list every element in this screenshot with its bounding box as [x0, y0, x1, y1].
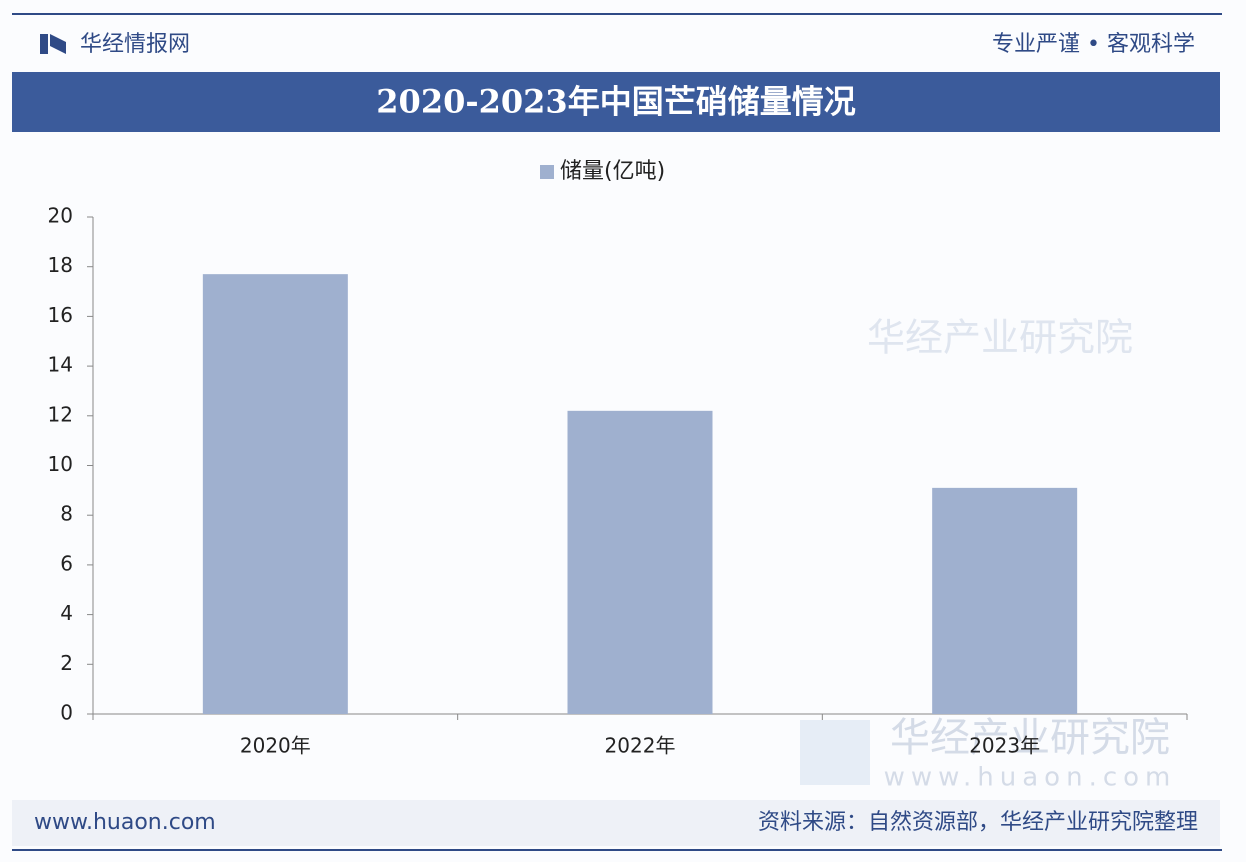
- y-tick-label: 0: [60, 701, 73, 725]
- x-tick-label: 2023年: [969, 734, 1040, 758]
- bar: [567, 410, 713, 714]
- footer-url: www.huaon.com: [34, 810, 216, 835]
- watermark: 华经产业研究院: [890, 715, 1170, 761]
- chart-title: 2020-2023年中国芒硝储量情况: [376, 83, 855, 121]
- footer-source: 资料来源：自然资源部，华经产业研究院整理: [758, 810, 1198, 835]
- y-tick-label: 20: [48, 204, 73, 228]
- y-tick-label: 10: [48, 452, 73, 476]
- watermark: 华经产业研究院: [867, 316, 1133, 360]
- plot: 0 2 4 6 8 10 12 14 16 18 20 储量(亿吨) 2020年 2022年 2023年: [48, 159, 1188, 758]
- y-tick-label: 18: [48, 253, 73, 277]
- bar: [932, 487, 1078, 714]
- footer-band: [12, 800, 1220, 846]
- x-tick-label: 2020年: [240, 734, 311, 758]
- watermark-logo: [800, 720, 870, 785]
- y-tick-label: 14: [48, 353, 73, 377]
- y-tick-label: 16: [48, 303, 73, 327]
- title-bar: [12, 72, 1220, 132]
- x-tick-label: 2022年: [605, 734, 676, 758]
- y-tick-label: 2: [60, 651, 73, 675]
- legend-label: 储量(亿吨): [560, 159, 665, 184]
- y-tick-label: 8: [60, 502, 73, 526]
- y-tick-label: 4: [60, 601, 73, 625]
- y-tick-label: 6: [60, 551, 73, 575]
- logo: [40, 34, 66, 54]
- legend-swatch: [540, 165, 554, 179]
- watermark-url: www.huaon.com: [884, 763, 1177, 793]
- slogan: 专业严谨 • 客观科学: [992, 32, 1195, 57]
- y-tick-label: 12: [48, 402, 73, 426]
- bar: [202, 274, 348, 714]
- brand: 华经情报网: [80, 32, 190, 57]
